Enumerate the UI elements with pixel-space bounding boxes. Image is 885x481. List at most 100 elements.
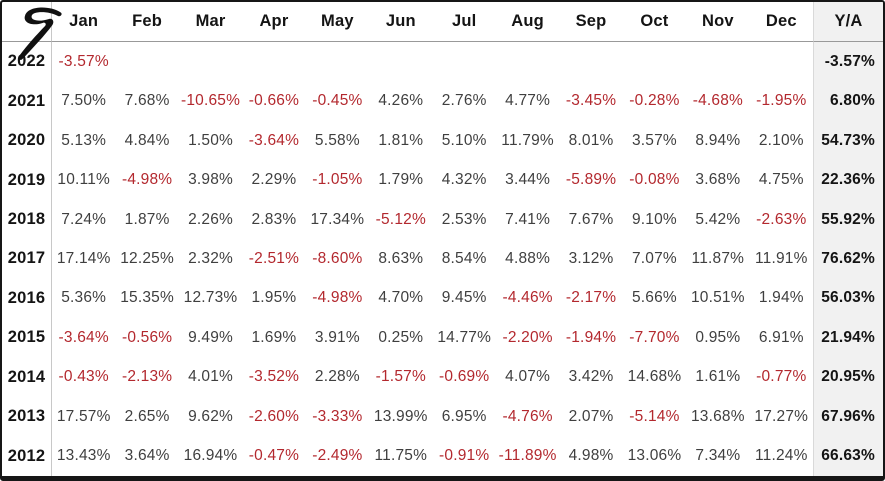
cell-2013-mar: 9.62% [188, 407, 234, 425]
row-year-2019: 2019 [2, 160, 52, 200]
cell-2013-jan: 17.57% [56, 407, 111, 425]
cell-2017-jan: 17.14% [56, 249, 111, 267]
cell-2016-oct: 5.66% [631, 289, 677, 307]
cell-2013-ya: 67.96% [813, 397, 883, 437]
cell-2014-jan: -0.43% [58, 368, 109, 386]
cell-2016-nov: 10.51% [690, 289, 745, 307]
cell-2016-feb: 15.35% [120, 289, 174, 307]
column-header-feb: Feb [115, 2, 179, 42]
cell-2012-mar: 16.94% [183, 447, 238, 465]
cell-2021-jun: 4.26% [378, 92, 424, 110]
cell-2017-aug: 4.88% [505, 249, 551, 267]
cell-2022-feb [115, 42, 178, 81]
cell-2013-oct: -5.14% [629, 407, 680, 425]
cell-2017-oct: 7.07% [631, 249, 677, 267]
cell-2018-dec: -2.63% [756, 210, 807, 228]
cell-2018-feb: 1.87% [124, 210, 170, 228]
cell-2019-apr: 2.29% [251, 171, 297, 189]
cell-2013-dec: 17.27% [754, 407, 809, 425]
cell-2014-aug: 4.07% [505, 368, 551, 386]
cell-2020-feb: 4.84% [124, 131, 170, 149]
cell-2015-dec: 6.91% [758, 328, 804, 346]
cell-2012-dec: 11.24% [754, 447, 808, 465]
cell-2022-aug [496, 42, 559, 81]
row-year-2021: 2021 [2, 81, 52, 121]
cell-2013-apr: -2.60% [248, 407, 300, 425]
cell-2012-sep: 4.98% [568, 447, 614, 465]
cell-2020-sep: 8.01% [568, 131, 614, 149]
brand-logo-icon[interactable] [13, 5, 71, 65]
cell-2014-feb: -2.13% [121, 368, 173, 386]
cell-2012-apr: -0.47% [248, 447, 300, 465]
cell-2012-oct: 13.06% [627, 447, 682, 465]
column-header-sep: Sep [559, 2, 623, 42]
cell-2015-oct: -7.70% [629, 328, 680, 346]
cell-2014-jun: -1.57% [375, 368, 426, 386]
cell-2020-may: 5.58% [314, 131, 360, 149]
cell-2018-ya: 55.92% [813, 199, 883, 240]
row-year-2017: 2017 [2, 239, 52, 279]
cell-2019-jul: 4.32% [441, 171, 487, 189]
column-header-nov: Nov [686, 2, 750, 42]
column-header-may: May [305, 2, 370, 42]
cell-2020-oct: 3.57% [631, 131, 677, 149]
cell-2016-sep: -2.17% [565, 289, 617, 307]
cell-2021-ya: 6.80% [813, 81, 883, 121]
cell-2013-feb: 2.65% [124, 407, 170, 425]
column-header-jan: Jan [52, 2, 116, 42]
column-header-dec: Dec [749, 2, 813, 42]
cell-2014-jul: -0.69% [439, 368, 490, 386]
cell-2016-ya: 56.03% [813, 278, 883, 319]
cell-2016-apr: 1.95% [251, 289, 297, 307]
cell-2022-oct [623, 42, 686, 81]
row-year-2013: 2013 [2, 397, 52, 437]
cell-2014-nov: 1.61% [695, 368, 741, 386]
row-year-2022: 2022 [2, 42, 52, 82]
cell-2016-may: -4.98% [312, 289, 363, 307]
cell-2021-jan: 7.50% [61, 92, 107, 110]
cell-2019-sep: -5.89% [565, 171, 617, 189]
cell-2018-jun: -5.12% [375, 210, 426, 228]
cell-2014-oct: 14.68% [627, 368, 682, 386]
cell-2019-jan: 10.11% [57, 171, 111, 189]
cell-2017-feb: 12.25% [120, 249, 174, 267]
cell-2017-ya: 76.62% [813, 239, 883, 279]
cell-2013-aug: -4.76% [502, 407, 553, 425]
column-header-mar: Mar [178, 2, 243, 42]
cell-2019-jun: 1.79% [378, 171, 424, 189]
cell-2021-nov: -4.68% [692, 92, 744, 110]
cell-2012-jan: 13.43% [56, 447, 111, 465]
cell-2018-apr: 2.83% [251, 210, 297, 228]
cell-2017-dec: 11.91% [754, 249, 808, 267]
cell-2022-ya: -3.57% [813, 42, 883, 82]
cell-2014-apr: -3.52% [248, 368, 300, 386]
cell-2015-sep: -1.94% [565, 328, 617, 346]
cell-2015-aug: -2.20% [502, 328, 553, 346]
cell-2022-may [306, 42, 369, 81]
cell-2018-jan: 7.24% [61, 210, 107, 228]
column-header-ya: Y/A [813, 2, 883, 42]
column-header-apr: Apr [242, 2, 306, 42]
cell-2014-may: 2.28% [314, 368, 360, 386]
row-year-2012: 2012 [2, 436, 52, 476]
cell-2020-aug: 11.79% [501, 131, 554, 149]
cell-2022-nov [686, 42, 749, 81]
cell-2022-dec [750, 42, 813, 81]
cell-2018-aug: 7.41% [505, 210, 551, 228]
cell-2022-jul [433, 42, 496, 81]
column-header-jul: Jul [432, 2, 496, 42]
cell-2021-dec: -1.95% [756, 92, 807, 110]
cell-2019-oct: -0.08% [629, 171, 680, 189]
row-year-2018: 2018 [2, 199, 52, 240]
cell-2012-nov: 7.34% [695, 447, 741, 465]
cell-2014-ya: 20.95% [813, 357, 883, 398]
cell-2019-mar: 3.98% [188, 171, 234, 189]
cell-2022-apr [242, 42, 305, 81]
cell-2015-may: 3.91% [314, 328, 360, 346]
cell-2017-jun: 8.63% [378, 249, 424, 267]
row-year-2014: 2014 [2, 357, 52, 398]
cell-2021-aug: 4.77% [505, 92, 551, 110]
cell-2017-sep: 3.12% [568, 249, 614, 267]
